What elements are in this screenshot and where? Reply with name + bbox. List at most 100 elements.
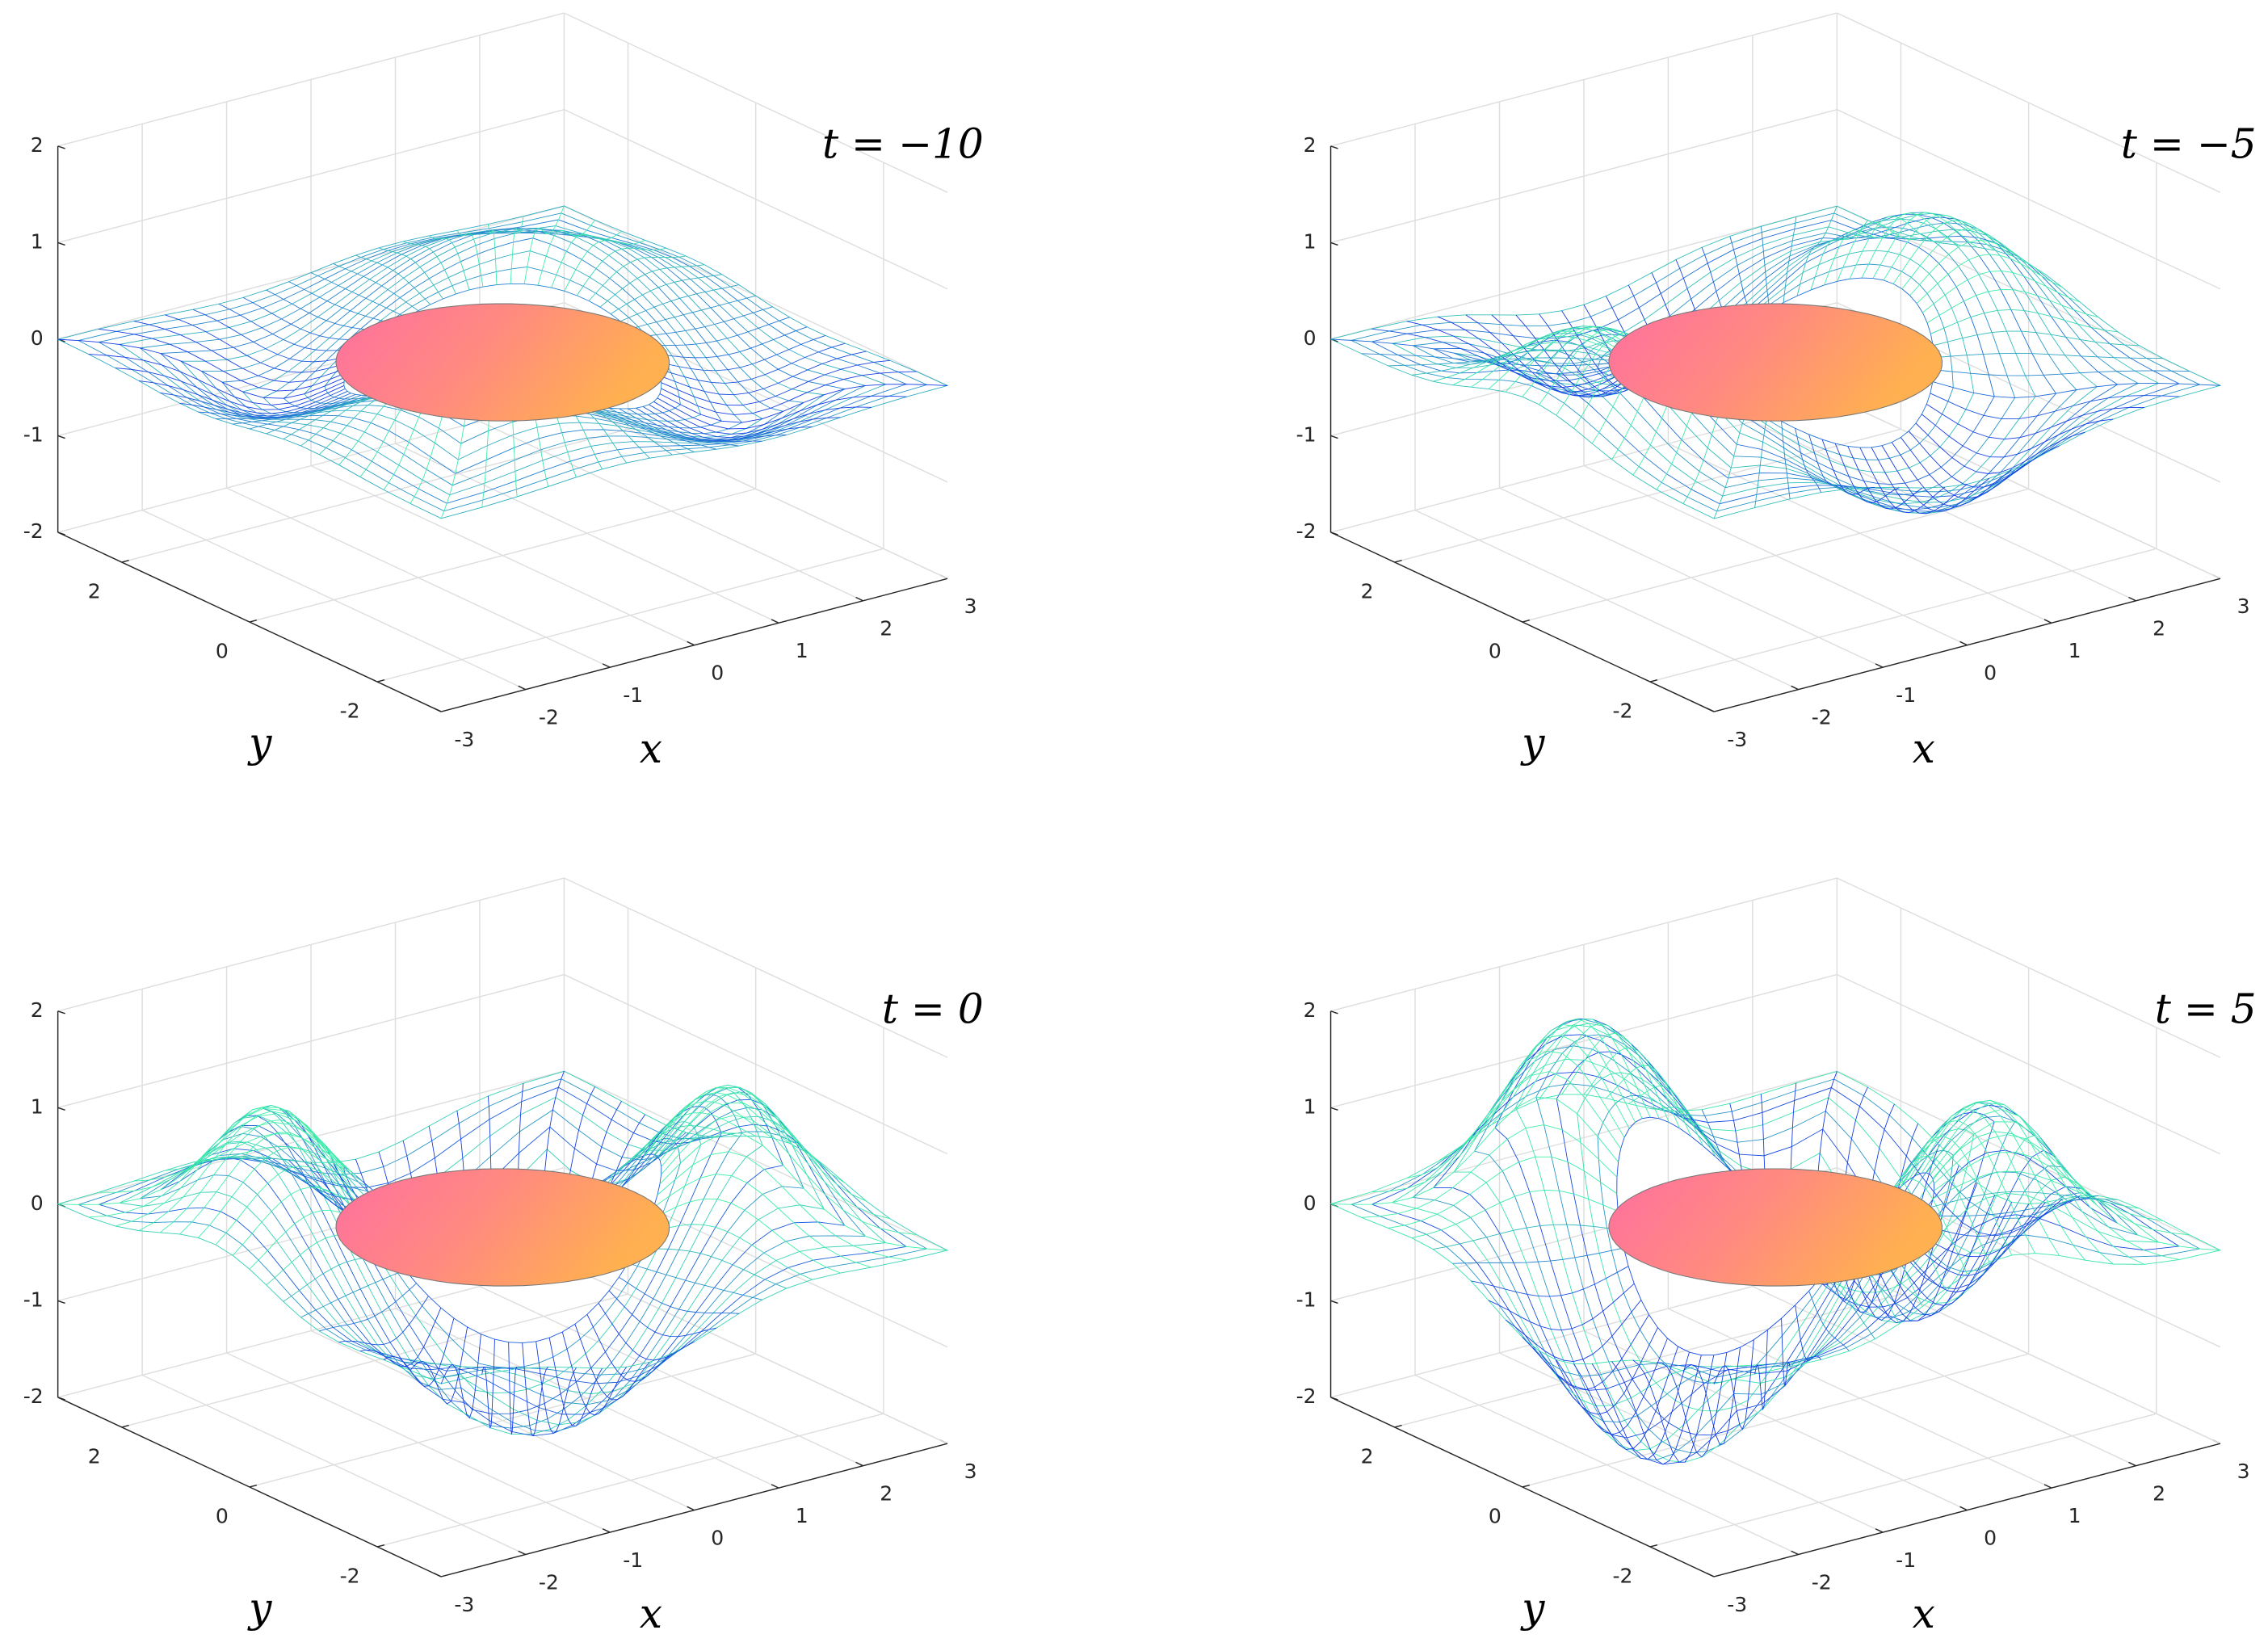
grid-line [1837, 1070, 2221, 1251]
surface-mesh [586, 405, 673, 456]
surface-mesh [456, 230, 484, 288]
surface-mesh [1921, 1099, 2114, 1265]
surface-mesh [1471, 330, 1629, 388]
x-tick-label: -3 [1727, 1593, 1747, 1616]
grid-line [1837, 109, 2221, 290]
surface-mesh [1488, 1283, 1635, 1331]
surface-mesh [1330, 1096, 1619, 1205]
y-tick-label: -2 [1612, 699, 1632, 723]
surface-mesh [1437, 1035, 1630, 1162]
surface-mesh [1821, 439, 1875, 495]
surface-mesh [523, 205, 565, 284]
tick-mark [687, 1506, 695, 1511]
z-tick-label: 0 [1304, 1191, 1317, 1215]
surface-mesh [1491, 314, 1643, 398]
x-tick-label: 2 [880, 617, 892, 641]
surface-disk [1608, 1168, 1943, 1287]
y-axis [57, 1397, 442, 1577]
surface-mesh [481, 1339, 495, 1429]
surface-mesh [1892, 1201, 2013, 1306]
x-tick-label: -1 [1896, 683, 1916, 707]
panel: -3 -2 -1 0 1 2 3 -2 0 2 -2 -1 0 1 2 t = −5 x y [1296, 12, 2257, 772]
tick-mark [1959, 1506, 1968, 1511]
surface-mesh [659, 1092, 867, 1202]
x-axis-label: x [1913, 725, 1935, 772]
surface-mesh [1859, 447, 1946, 514]
surface-mesh [649, 404, 841, 439]
z-tick-label: 1 [31, 1094, 44, 1118]
surface-mesh [1872, 1183, 1978, 1321]
x-axis [441, 578, 948, 712]
tick-mark [855, 596, 863, 602]
grid-line [1330, 1263, 1838, 1398]
x-axis [441, 1443, 948, 1577]
x-tick-label: 2 [880, 1482, 892, 1506]
surface-mesh [653, 1085, 826, 1167]
surface-mesh [1388, 1156, 1618, 1229]
surface-mesh [57, 1107, 346, 1205]
surface-mesh [642, 406, 813, 440]
chart-title: t = −10 [822, 120, 984, 168]
surface-mesh [1834, 443, 1900, 503]
grid-line [564, 877, 948, 1058]
surface-disk [1608, 303, 1943, 422]
grid-line [376, 548, 884, 683]
tick-mark [1330, 1107, 1338, 1111]
surface-mesh [440, 1334, 481, 1419]
surface-mesh [1881, 1155, 1990, 1262]
x-tick-label: -1 [1896, 1548, 1916, 1572]
surface-mesh [1760, 226, 1770, 310]
surface-mesh [88, 354, 345, 405]
surface-mesh [1657, 1352, 1728, 1458]
surface-mesh [661, 1115, 917, 1235]
surface-mesh [1883, 214, 1995, 281]
surface-mesh [402, 241, 456, 295]
x-tick-label: -2 [1812, 1570, 1832, 1594]
x-tick-label: 0 [711, 1526, 724, 1549]
z-tick-label: -2 [23, 1384, 44, 1408]
surface-mesh [378, 247, 443, 300]
grid-line [57, 973, 565, 1109]
surface-mesh [1934, 369, 2190, 376]
grid-line [564, 1070, 948, 1251]
tick-mark [57, 1300, 65, 1304]
z-tick-label: 1 [1304, 229, 1317, 253]
surface-mesh [1515, 1019, 1651, 1118]
surface-mesh [1824, 229, 1895, 286]
surface-mesh [1901, 229, 2029, 289]
grid-line [1330, 12, 1838, 147]
surface-mesh [649, 326, 808, 359]
x-tick-label: 1 [2068, 639, 2081, 662]
surface-mesh [1539, 1327, 1658, 1415]
surface-mesh [588, 255, 687, 301]
surface-mesh [660, 351, 867, 396]
grid-line [1837, 205, 2221, 386]
surface-mesh [192, 309, 363, 363]
surface-mesh [288, 281, 397, 326]
surface-mesh [657, 1086, 846, 1184]
surface-mesh [88, 1104, 345, 1218]
tick-mark [57, 1107, 65, 1111]
tick-mark [376, 679, 385, 683]
surface-mesh [551, 230, 622, 288]
surface-mesh [138, 1111, 346, 1232]
surface-mesh [649, 1087, 808, 1155]
x-tick-label: 2 [2152, 617, 2165, 641]
x-axis [1713, 1443, 2221, 1577]
surface-mesh [1892, 220, 2013, 284]
tick-mark [1791, 685, 1799, 691]
surface-mesh [1849, 1145, 1940, 1321]
surface-mesh [1908, 1109, 2060, 1256]
surface-disk [335, 1168, 670, 1287]
tick-mark [1649, 679, 1658, 683]
grid-line [564, 398, 948, 579]
x-tick-label: 0 [1984, 1526, 1997, 1549]
tick-mark [249, 1484, 258, 1488]
surface-mesh [319, 1283, 417, 1332]
surface-mesh [1795, 1304, 1821, 1361]
surface-mesh [628, 408, 762, 443]
tick-mark [121, 560, 129, 563]
tick-mark [1330, 145, 1338, 149]
tick-mark [1959, 641, 1968, 646]
surface-mesh [1522, 1314, 1649, 1391]
